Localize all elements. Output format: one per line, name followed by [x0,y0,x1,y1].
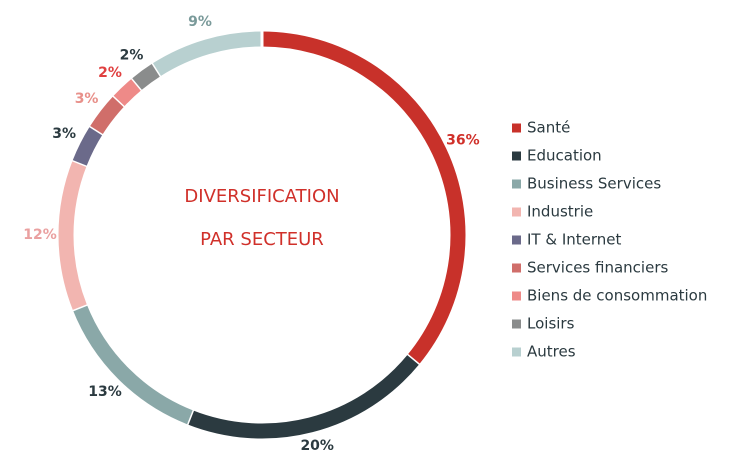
data-label: 3% [75,91,99,107]
legend-label: Industrie [527,203,593,221]
donut-segment [90,95,125,135]
donut-segment [72,125,103,166]
legend-swatch [512,347,521,357]
donut-segment [58,160,87,310]
legend-label: Business Services [527,175,661,193]
chart-title: PAR SECTEUR [200,229,324,250]
data-label: 20% [300,438,334,454]
legend-label: Services financiers [527,259,668,277]
donut-segment [261,31,466,365]
data-label: 36% [446,132,480,148]
legend-swatch [512,263,521,273]
legend-swatch [512,235,521,245]
legend-label: Loisirs [527,315,575,333]
donut-segment [187,355,419,439]
chart-title: DIVERSIFICATION [184,186,339,207]
data-label: 2% [120,47,144,63]
legend-swatch [512,179,521,189]
legend-label: Biens de consommation [527,287,707,305]
legend-swatch [512,123,521,133]
legend-label: Education [527,147,602,165]
legend-swatch [512,291,521,301]
donut-segment [152,31,263,76]
data-label: 12% [23,227,57,243]
donut-segment [72,304,193,425]
legend-swatch [512,319,521,329]
legend-swatch [512,151,521,161]
donut-segment [132,63,162,90]
legend-label: Autres [527,343,576,361]
legend-label: IT & Internet [527,231,621,249]
data-label: 2% [98,65,122,81]
legend-swatch [512,207,521,217]
legend-label: Santé [527,119,570,137]
data-label: 13% [88,384,122,400]
donut-segment [113,78,142,107]
data-label: 3% [52,126,76,142]
data-label: 9% [188,14,212,30]
